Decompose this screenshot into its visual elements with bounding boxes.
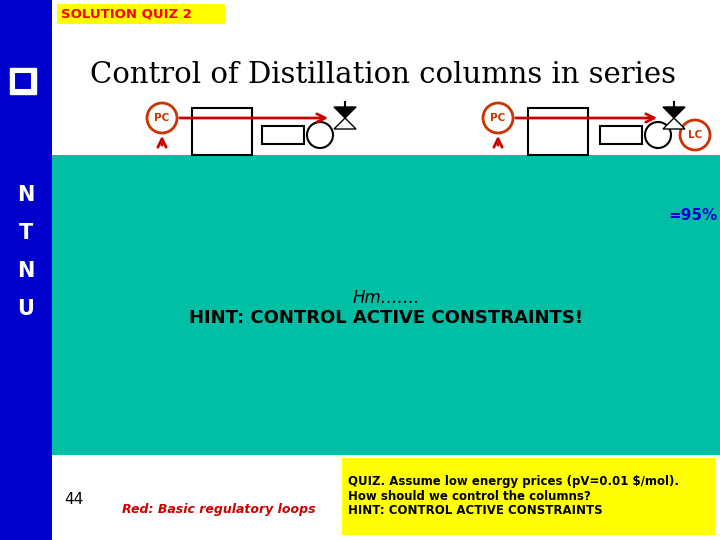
Bar (52, 455, 720, 540)
Bar (600, 126, 642, 144)
Text: Hm…….: Hm……. (352, 289, 420, 307)
Bar (57, 4, 225, 24)
Polygon shape (334, 107, 356, 118)
Circle shape (680, 120, 710, 150)
Circle shape (307, 122, 333, 148)
Text: LC: LC (688, 130, 702, 140)
Text: QUIZ. Assume low energy prices (pV=0.01 $/mol).
How should we control the column: QUIZ. Assume low energy prices (pV=0.01 … (348, 475, 679, 517)
Text: 44: 44 (64, 492, 84, 508)
Text: Control of Distillation columns in series: Control of Distillation columns in serie… (90, 61, 676, 89)
Text: SOLUTION QUIZ 2: SOLUTION QUIZ 2 (61, 8, 192, 21)
Circle shape (483, 103, 513, 133)
Text: N: N (17, 185, 35, 205)
Bar (262, 126, 304, 144)
Text: =95%: =95% (669, 207, 718, 222)
Bar (0, 0, 52, 540)
Circle shape (645, 122, 671, 148)
Text: T: T (19, 223, 33, 243)
Text: HINT: CONTROL ACTIVE CONSTRAINTS!: HINT: CONTROL ACTIVE CONSTRAINTS! (189, 309, 583, 327)
Text: N: N (17, 261, 35, 281)
Polygon shape (663, 107, 685, 118)
Text: U: U (17, 299, 35, 319)
Text: PC: PC (490, 113, 505, 123)
Bar (52, 155, 720, 455)
Text: PC: PC (154, 113, 170, 123)
Bar (14, 72, 32, 90)
Bar (192, 108, 252, 155)
Polygon shape (663, 118, 685, 129)
Bar (528, 108, 588, 155)
Polygon shape (334, 118, 356, 129)
Bar (342, 458, 715, 535)
Bar (10, 68, 36, 94)
Circle shape (147, 103, 177, 133)
Text: Red: Basic regulatory loops: Red: Basic regulatory loops (122, 503, 315, 516)
